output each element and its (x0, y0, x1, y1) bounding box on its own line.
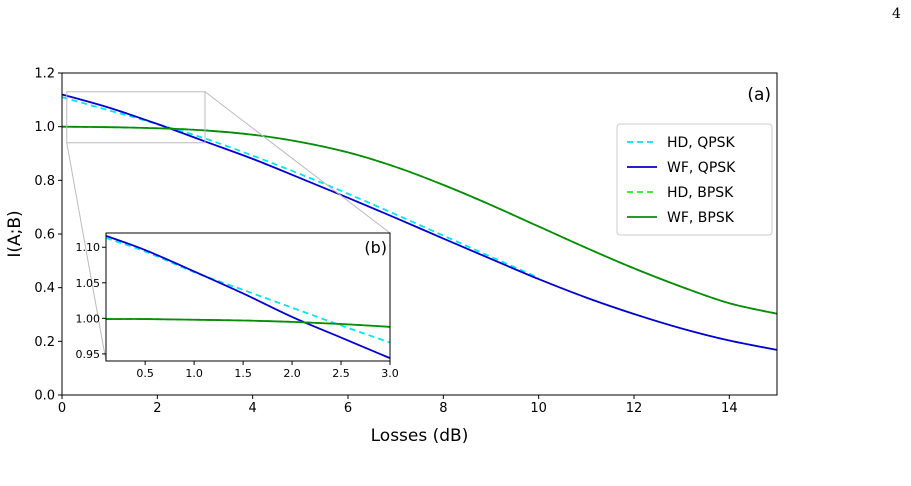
legend-label-wf-qpsk: WF, QPSK (667, 160, 736, 176)
inset-line-hd-qpsk (106, 237, 390, 344)
main-x-tick-label: 8 (439, 401, 447, 416)
legend: HD, QPSK WF, QPSK HD, BPSK WF, BPSK (616, 123, 773, 236)
main-y-tick-label: 0.2 (34, 335, 55, 350)
main-x-tick-label: 14 (721, 401, 738, 416)
inset-x-tick-label: 2.5 (332, 367, 350, 380)
zoom-rectangle (66, 91, 206, 144)
main-y-tick-label: 0.0 (34, 389, 55, 404)
inset-plot-frame (105, 232, 391, 362)
inset-x-tick-label: 1.0 (185, 367, 203, 380)
main-y-tick-label: 0.6 (34, 228, 55, 243)
main-x-tick-label: 2 (153, 401, 161, 416)
main-x-tick-label: 4 (249, 401, 257, 416)
legend-label-hd-bpsk: HD, BPSK (667, 185, 734, 201)
main-series-lines (61, 93, 778, 351)
inset-line-wf-bpsk (106, 318, 390, 328)
main-x-tick-label: 0 (58, 401, 66, 416)
legend-label-wf-bpsk: WF, BPSK (667, 210, 735, 226)
zoom-connector-left (66, 142, 107, 362)
main-x-tick-label: 12 (626, 401, 643, 416)
legend-label-hd-qpsk: HD, QPSK (667, 135, 736, 151)
inset-ticks: 0.5 1.0 1.5 2.0 2.5 3.0 0.95 1.00 1.05 1.10 (76, 241, 399, 380)
panel-label-b: (b) (364, 238, 387, 257)
inset-series-lines (106, 234, 390, 359)
main-y-tick-label: 0.4 (34, 281, 55, 296)
main-y-tick-label: 1.0 (34, 120, 55, 135)
y-axis-label: I(A;B) (5, 210, 25, 257)
inset-y-tick-label: 1.05 (76, 277, 101, 290)
zoom-connector-right (204, 91, 391, 234)
zoom-indicator (66, 91, 391, 362)
main-x-tick-label: 6 (344, 401, 352, 416)
panel-label-a: (a) (747, 85, 771, 105)
main-y-tick-label: 0.8 (34, 174, 55, 189)
inset-x-tick-label: 0.5 (136, 367, 154, 380)
main-ticks: 0 2 4 6 8 10 12 14 0.0 0.2 0.4 0.6 0.8 1.0 1.2 (34, 67, 737, 417)
inset-y-tick-label: 0.95 (76, 348, 101, 361)
main-y-tick-label: 1.2 (34, 67, 55, 82)
main-x-tick-label: 10 (530, 401, 547, 416)
main-line-wf-qpsk (61, 93, 778, 351)
inset-y-tick-label: 1.10 (76, 241, 101, 254)
inset-line-wf-qpsk (106, 234, 390, 359)
main-line-wf-bpsk (61, 125, 778, 315)
inset-x-tick-label: 2.0 (283, 367, 301, 380)
inset-y-tick-label: 1.00 (76, 312, 101, 325)
x-axis-label: Losses (dB) (371, 426, 469, 446)
page-number: 4 (892, 6, 901, 22)
main-plot: 0 2 4 6 8 10 12 14 0.0 0.2 0.4 0.6 0.8 1.0 1.2 (a) Los… (5, 67, 778, 446)
inset-x-tick-label: 3.0 (381, 367, 399, 380)
legend-box (616, 123, 773, 236)
inset-plot: 0.5 1.0 1.5 2.0 2.5 3.0 0.95 1.00 1.05 1.10 (b) (76, 232, 399, 380)
inset-x-tick-label: 1.5 (234, 367, 252, 380)
